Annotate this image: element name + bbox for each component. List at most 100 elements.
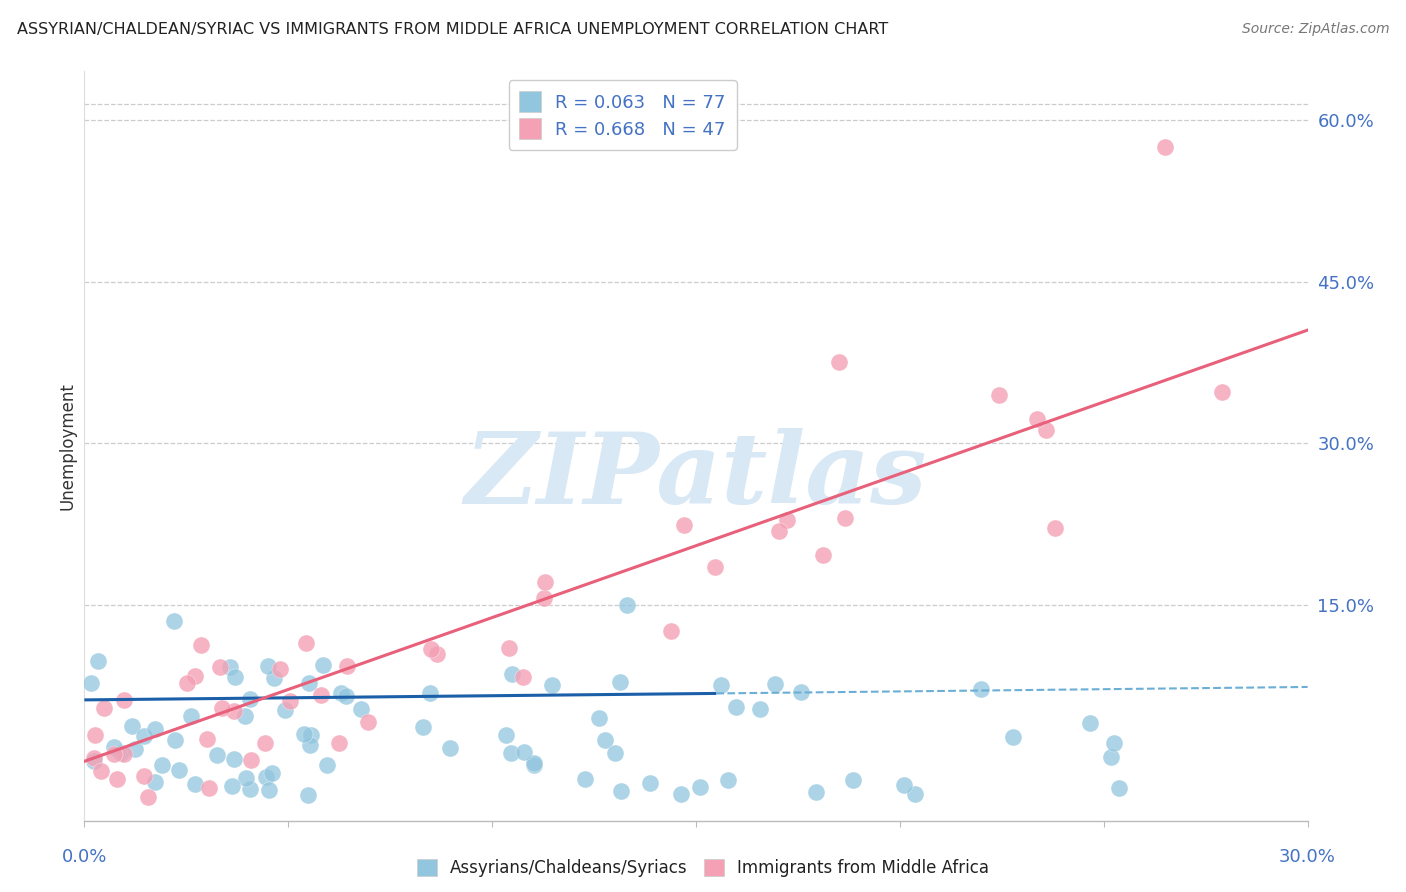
Point: [357, 715, 380, 730]
Text: 30.0%: 30.0%: [1279, 847, 1336, 865]
Point: [83, 751, 105, 765]
Point: [350, 701, 373, 715]
Point: [278, 694, 301, 708]
Point: [136, 789, 159, 804]
Point: [717, 772, 740, 787]
Point: [84, 728, 107, 742]
Point: [412, 720, 434, 734]
Point: [124, 742, 146, 756]
Point: [105, 772, 128, 786]
Point: [103, 747, 125, 762]
Point: [165, 733, 187, 747]
Point: [169, 763, 191, 777]
Point: [299, 739, 322, 753]
Point: [541, 677, 564, 691]
Point: [768, 524, 790, 538]
Point: [893, 778, 915, 792]
Point: [328, 736, 350, 750]
Point: [790, 685, 813, 699]
Point: [222, 752, 245, 766]
Point: [439, 741, 461, 756]
Point: [292, 727, 315, 741]
Point: [1035, 424, 1057, 438]
Point: [1078, 715, 1101, 730]
Point: [513, 745, 536, 759]
Point: [209, 660, 232, 674]
Point: [842, 773, 865, 788]
Point: [609, 675, 631, 690]
Text: 0.0%: 0.0%: [62, 847, 107, 865]
Point: [295, 635, 318, 649]
Text: Source: ZipAtlas.com: Source: ZipAtlas.com: [1241, 22, 1389, 37]
Point: [501, 666, 523, 681]
Point: [311, 688, 333, 702]
Point: [184, 669, 207, 683]
Point: [426, 647, 449, 661]
Point: [233, 708, 256, 723]
Point: [112, 693, 135, 707]
Text: ZIPatlas: ZIPatlas: [465, 428, 927, 524]
Point: [80, 675, 103, 690]
Point: [263, 671, 285, 685]
Point: [710, 678, 733, 692]
Point: [190, 638, 212, 652]
Point: [588, 711, 610, 725]
Point: [498, 641, 520, 656]
Point: [311, 658, 333, 673]
Point: [239, 753, 262, 767]
Point: [297, 788, 319, 802]
Text: ASSYRIAN/CHALDEAN/SYRIAC VS IMMIGRANTS FROM MIDDLE AFRICA UNEMPLOYMENT CORRELATI: ASSYRIAN/CHALDEAN/SYRIAC VS IMMIGRANTS F…: [17, 22, 889, 37]
Point: [274, 703, 297, 717]
Point: [197, 731, 219, 746]
Point: [93, 701, 115, 715]
Point: [610, 784, 633, 798]
Point: [988, 388, 1011, 402]
Point: [1108, 781, 1130, 796]
Point: [603, 746, 626, 760]
Point: [110, 746, 132, 760]
Point: [260, 765, 283, 780]
Point: [512, 670, 534, 684]
Point: [211, 701, 233, 715]
Point: [256, 659, 278, 673]
Point: [534, 575, 557, 590]
Point: [329, 686, 352, 700]
Point: [704, 560, 727, 574]
Point: [253, 736, 276, 750]
Point: [813, 548, 835, 562]
Point: [152, 757, 174, 772]
Point: [669, 787, 692, 801]
Point: [593, 733, 616, 747]
Y-axis label: Unemployment: Unemployment: [58, 382, 76, 510]
Point: [1043, 521, 1066, 535]
Point: [724, 699, 747, 714]
Point: [673, 518, 696, 533]
Point: [574, 772, 596, 786]
Point: [1211, 384, 1233, 399]
Point: [83, 754, 105, 768]
Point: [298, 676, 321, 690]
Point: [299, 728, 322, 742]
Point: [112, 747, 135, 761]
Point: [419, 686, 441, 700]
Point: [616, 598, 638, 612]
Point: [143, 775, 166, 789]
Point: [176, 675, 198, 690]
Point: [1154, 140, 1177, 154]
Point: [198, 780, 221, 795]
Point: [87, 653, 110, 667]
Point: [132, 769, 155, 783]
Point: [904, 787, 927, 801]
Point: [533, 591, 555, 605]
Point: [776, 513, 799, 527]
Point: [184, 777, 207, 791]
Point: [1102, 736, 1125, 750]
Point: [640, 776, 662, 790]
Legend: R = 0.063   N = 77, R = 0.668   N = 47: R = 0.063 N = 77, R = 0.668 N = 47: [509, 80, 737, 150]
Point: [316, 758, 339, 772]
Point: [163, 614, 186, 628]
Point: [219, 660, 242, 674]
Point: [134, 729, 156, 743]
Point: [420, 642, 443, 657]
Point: [659, 624, 682, 639]
